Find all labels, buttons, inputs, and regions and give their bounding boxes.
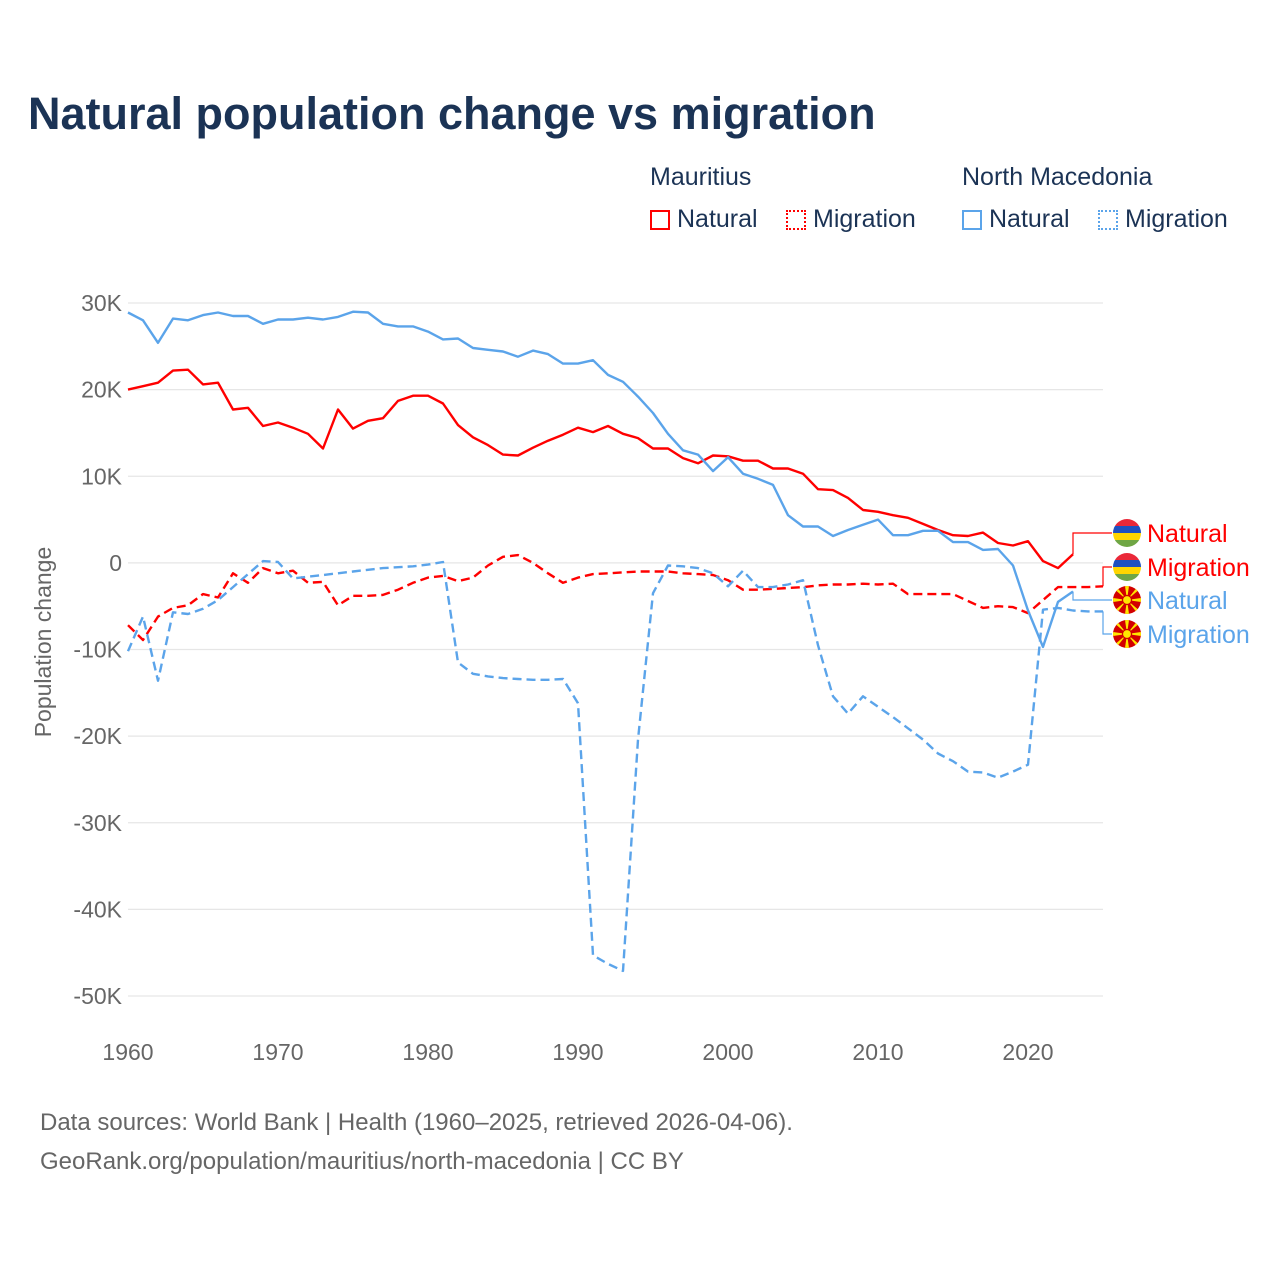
end-label: Migration [1147,621,1250,649]
legend-group-mauritius: Mauritius [650,163,752,191]
legend-mauritius-natural[interactable]: Natural [650,205,758,234]
x-tick-label: 2020 [1002,1039,1053,1065]
legend-label: Natural [989,205,1070,233]
north-macedonia-flag-icon [1113,620,1141,648]
y-axis-label: Population change [30,547,56,738]
series-line-mauritius-natural[interactable] [127,368,1074,570]
footer-sources: Data sources: World Bank | Health (1960–… [40,1109,793,1136]
end-label: Migration [1147,554,1250,582]
legend-label: Natural [677,205,758,233]
end-label-connector [1102,566,1112,587]
end-label: Natural [1147,587,1228,615]
legend-label: Migration [1125,205,1228,233]
x-tick-label: 1990 [552,1039,603,1065]
x-tick-label: 1970 [252,1039,303,1065]
x-tick-label: 1960 [102,1039,153,1065]
legend-north-macedonia-migration[interactable]: Migration [1098,205,1228,234]
footer-link[interactable]: GeoRank.org/population/mauritius/north-m… [40,1148,684,1175]
y-tick-label: -50K [73,983,122,1009]
x-tick-label: 2010 [852,1039,903,1065]
x-tick-label: 1980 [402,1039,453,1065]
y-tick-label: 20K [81,377,123,403]
y-tick-label: 30K [81,290,123,316]
chart-title: Natural population change vs migration [28,88,876,139]
legend-swatch-dotted [786,209,806,230]
end-label: Natural [1147,520,1228,548]
end-label-connector [1072,591,1112,601]
legend-swatch-solid [650,209,670,230]
mauritius-flag-icon [1113,519,1141,547]
north-macedonia-flag-icon [1113,586,1141,614]
end-label-connector [1102,611,1112,635]
y-tick-label: -10K [73,637,122,663]
series-line-mauritius-migration[interactable] [127,553,1104,642]
end-label-connector [1072,532,1112,555]
x-tick-label: 2000 [702,1039,753,1065]
y-tick-label: -30K [73,810,122,836]
y-tick-label: -40K [73,896,122,922]
legend-mauritius-migration[interactable]: Migration [786,205,916,234]
legend-group-north-macedonia: North Macedonia [962,163,1153,191]
y-tick-label: 10K [81,463,123,489]
legend-north-macedonia-natural[interactable]: Natural [962,205,1070,234]
mauritius-flag-icon [1113,553,1141,581]
y-tick-label: -20K [73,723,122,749]
series-line-north-macedonia-migration[interactable] [126,559,1103,973]
legend-swatch-dotted [1098,209,1118,230]
y-tick-label: 0 [109,550,122,576]
legend-label: Migration [813,205,916,233]
legend-swatch-solid [962,209,982,230]
series-line-north-macedonia-natural[interactable] [127,310,1074,649]
